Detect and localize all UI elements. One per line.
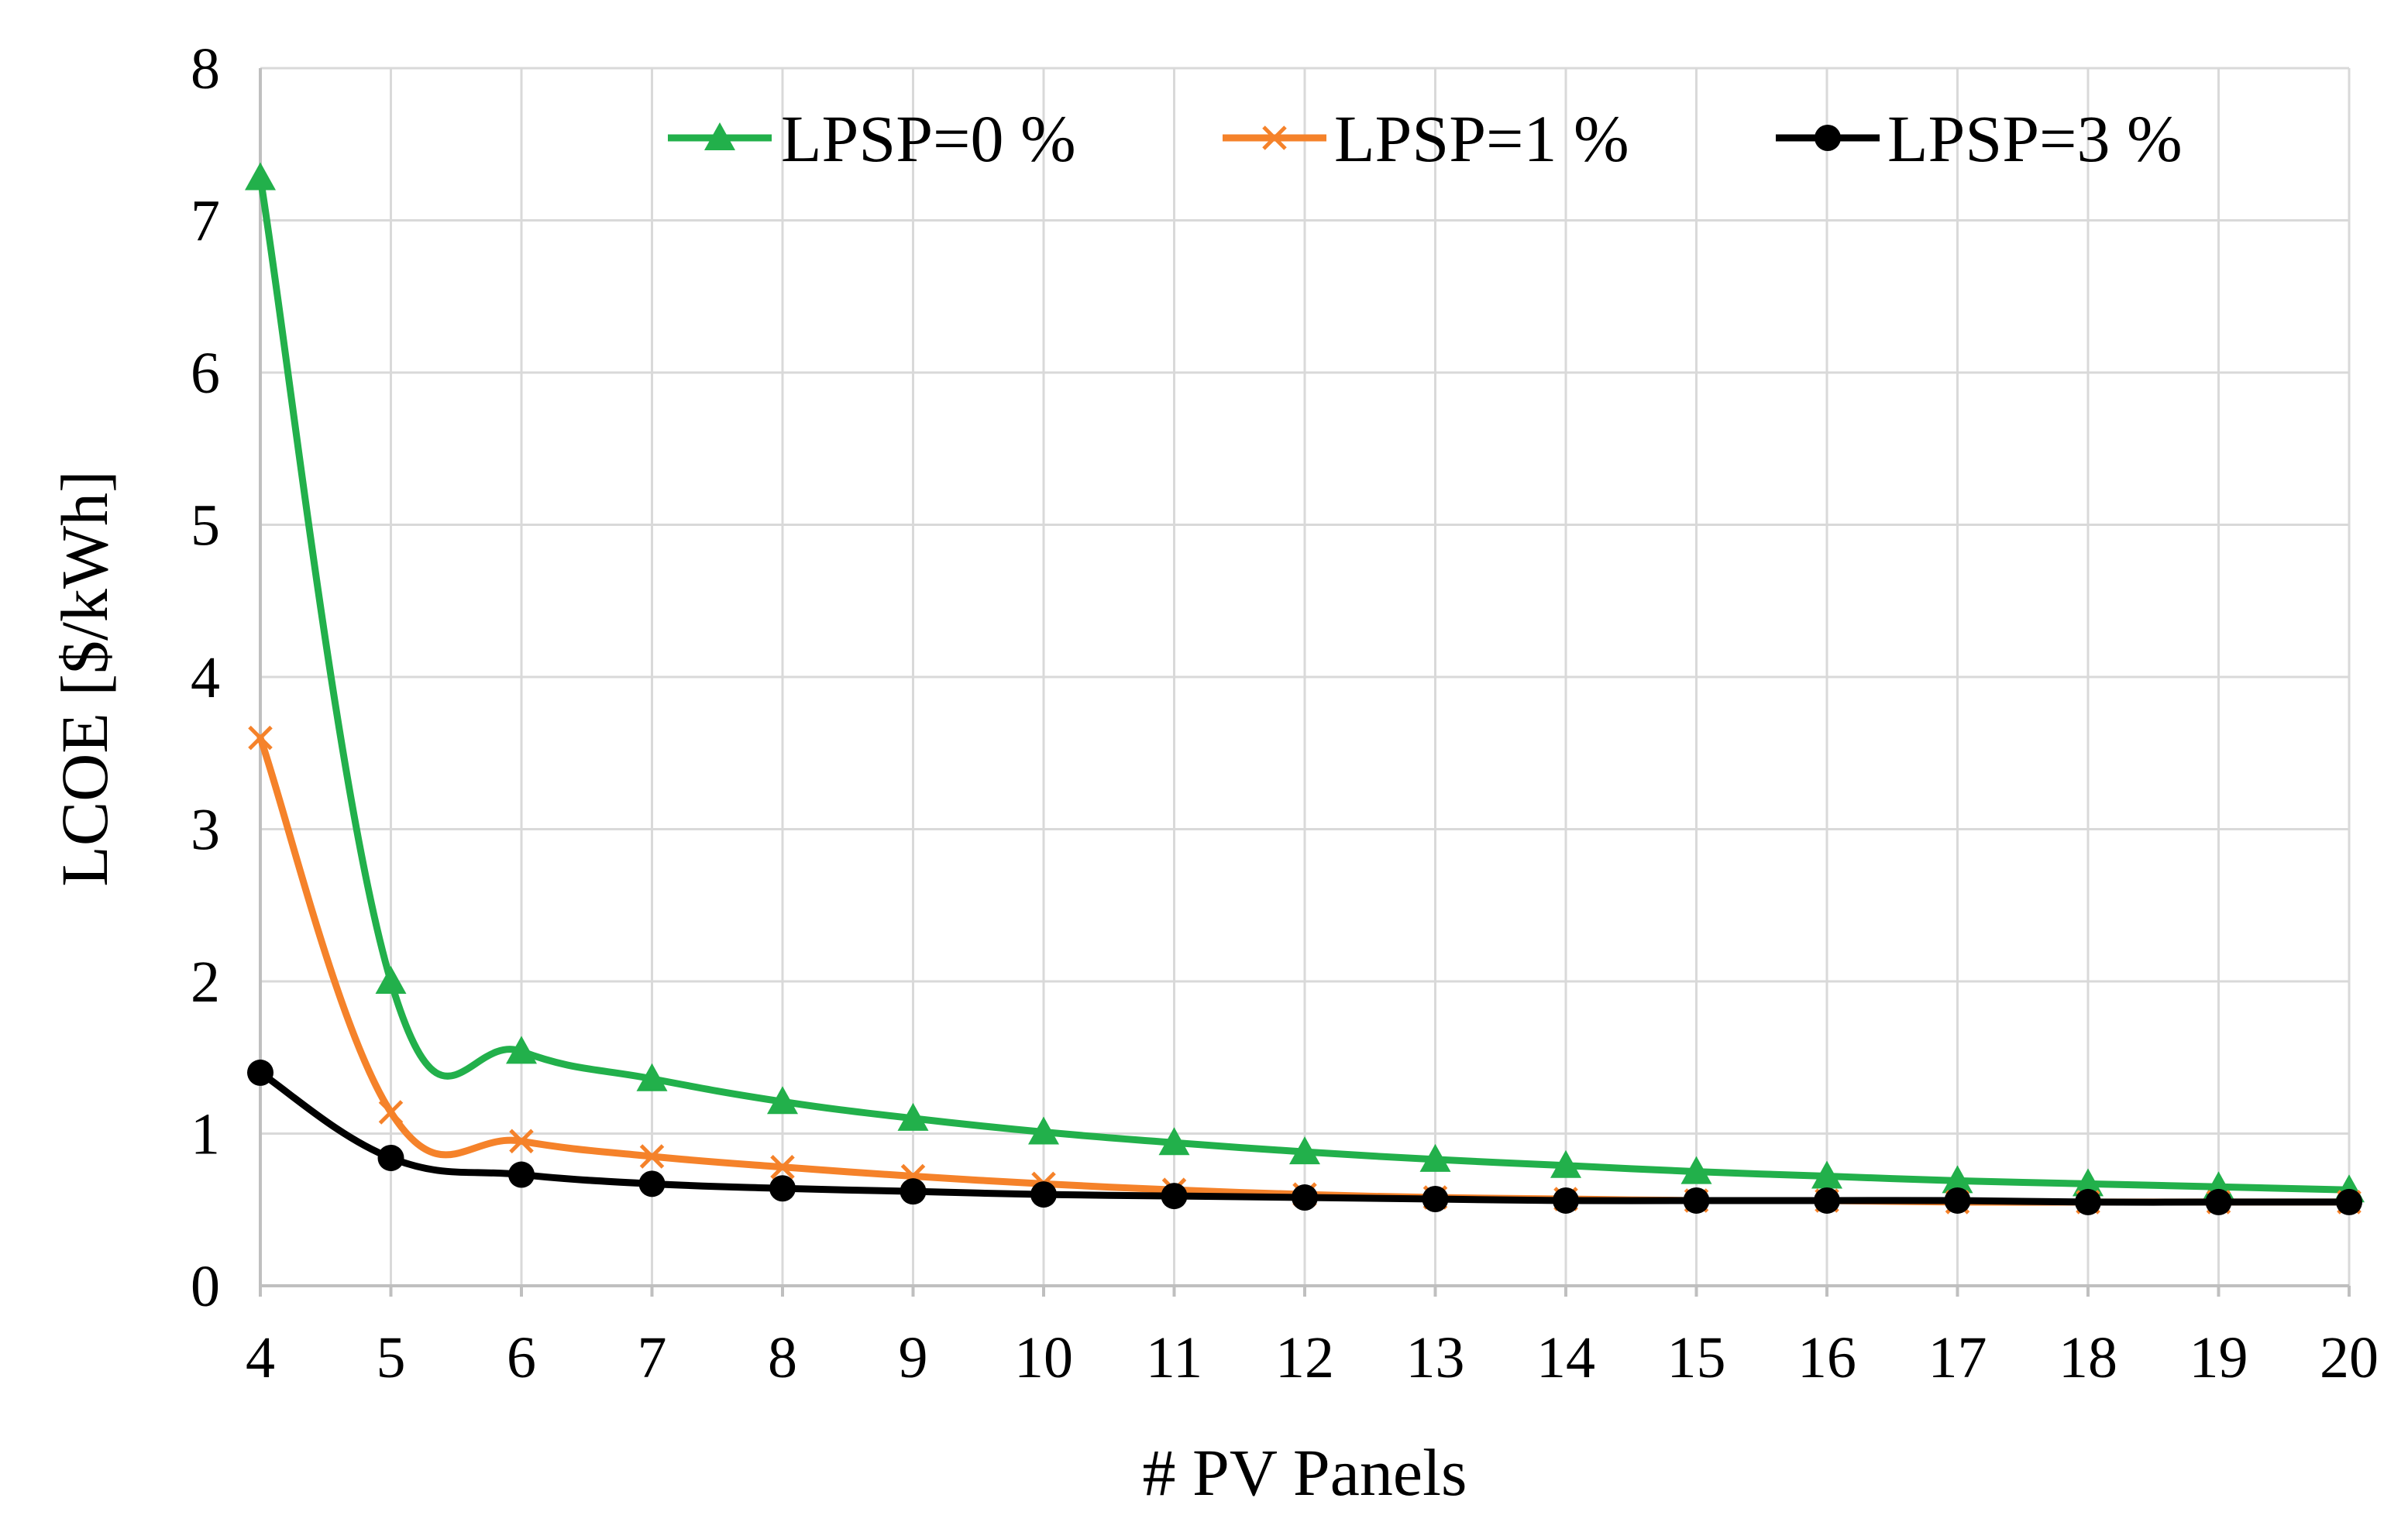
data-point <box>1683 1187 1710 1214</box>
y-tick-label: 5 <box>191 493 220 558</box>
legend-label: LPSP=3 % <box>1887 101 2183 176</box>
data-point <box>638 1170 666 1197</box>
data-point <box>1422 1185 1449 1212</box>
data-point <box>1814 1187 1840 1214</box>
data-point <box>1944 1187 1971 1214</box>
data-point <box>636 1063 668 1091</box>
data-point <box>1680 1156 1712 1184</box>
data-point <box>1292 1184 1318 1211</box>
data-point <box>1028 1116 1059 1145</box>
data-point <box>770 1154 795 1180</box>
x-tick-label: 5 <box>377 1325 406 1390</box>
data-point <box>2073 1168 2104 1197</box>
x-tick-label: 9 <box>899 1325 928 1390</box>
data-point <box>506 1036 537 1064</box>
data-point <box>375 966 407 994</box>
data-point <box>508 1161 535 1188</box>
y-tick-label: 1 <box>191 1102 220 1167</box>
data-point <box>1553 1187 1579 1214</box>
legend-item: LPSP=0 % <box>668 101 1076 176</box>
legend-marker <box>1262 125 1287 150</box>
x-tick-label: 13 <box>1406 1325 1465 1390</box>
data-point <box>378 1100 404 1125</box>
data-point <box>247 1059 273 1086</box>
legend-marker <box>704 122 735 150</box>
x-tick-label: 19 <box>2190 1325 2248 1390</box>
x-tick-label: 11 <box>1146 1325 1202 1390</box>
data-point <box>2075 1188 2101 1215</box>
data-point <box>377 1144 404 1171</box>
data-point <box>245 162 276 191</box>
x-tick-label: 8 <box>768 1325 797 1390</box>
y-tick-label: 2 <box>191 950 220 1015</box>
x-tick-label: 10 <box>1014 1325 1073 1390</box>
y-tick-label: 8 <box>191 36 220 101</box>
data-point <box>1811 1160 1842 1189</box>
data-point <box>1419 1143 1451 1172</box>
x-tick-label: 15 <box>1667 1325 1726 1390</box>
data-point <box>900 1178 927 1205</box>
y-tick-label: 0 <box>191 1254 220 1319</box>
y-tick-label: 7 <box>191 189 220 254</box>
legend-item: LPSP=3 % <box>1776 101 2183 176</box>
legend-marker <box>1815 125 1841 151</box>
x-tick-label: 17 <box>1928 1325 1987 1390</box>
data-point <box>2336 1188 2362 1215</box>
data-point <box>1550 1149 1581 1178</box>
data-point <box>248 725 273 751</box>
data-point <box>769 1175 796 1202</box>
data-point <box>1161 1183 1188 1210</box>
y-axis-label: LCOE [$/kWh] <box>47 470 122 886</box>
x-tick-label: 16 <box>1797 1325 1856 1390</box>
x-axis-label: # PV Panels <box>1143 1435 1467 1510</box>
legend: LPSP=0 % LPSP=1 % LPSP=3 % <box>668 101 2183 176</box>
x-tick-label: 7 <box>638 1325 667 1390</box>
y-tick-label: 6 <box>191 341 220 406</box>
x-tick-label: 6 <box>507 1325 536 1390</box>
data-point <box>1942 1165 1973 1194</box>
data-point <box>897 1102 929 1131</box>
data-point <box>1030 1181 1057 1208</box>
legend-label: LPSP=0 % <box>781 101 1076 176</box>
data-point <box>2205 1188 2232 1215</box>
data-point <box>1158 1127 1190 1156</box>
data-point <box>639 1144 665 1169</box>
data-point <box>767 1086 798 1115</box>
data-series <box>245 162 2365 1215</box>
x-tick-label: 20 <box>2320 1325 2379 1390</box>
x-tick-label: 4 <box>246 1325 275 1390</box>
data-point <box>1289 1136 1320 1165</box>
y-tick-label: 4 <box>191 645 220 710</box>
data-point <box>509 1129 534 1154</box>
series-2 <box>247 1059 2362 1215</box>
y-tick-label: 3 <box>191 798 220 863</box>
x-tick-label: 18 <box>2059 1325 2117 1390</box>
legend-item: LPSP=1 % <box>1223 101 1629 176</box>
x-tick-label: 12 <box>1275 1325 1334 1390</box>
gridlines <box>260 67 2351 1286</box>
x-tick-label: 14 <box>1536 1325 1595 1390</box>
legend-label: LPSP=1 % <box>1334 101 1629 176</box>
